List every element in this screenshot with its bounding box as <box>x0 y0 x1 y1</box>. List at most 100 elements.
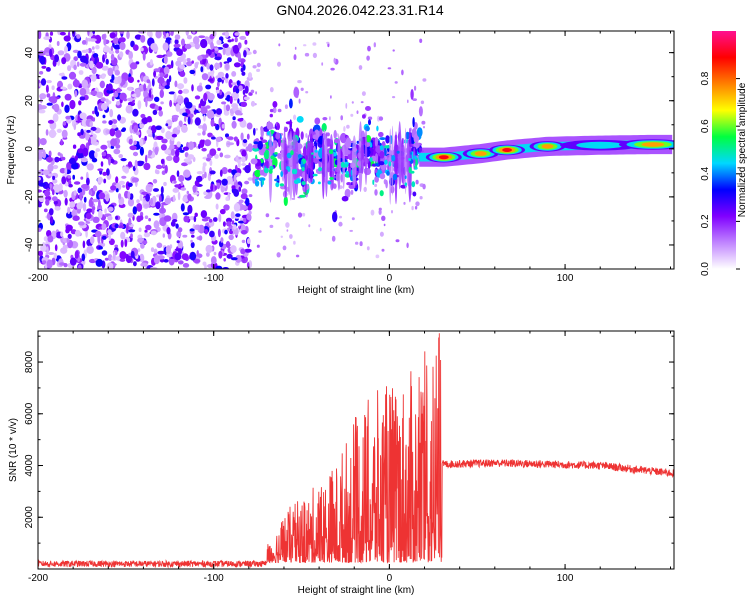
noise-speck <box>205 84 212 90</box>
faint-speck <box>395 239 400 243</box>
faint-speck <box>370 209 375 216</box>
noise-speck <box>173 155 180 164</box>
noise-speck <box>248 92 253 96</box>
noise-speck <box>183 58 187 67</box>
band-blob <box>263 149 270 160</box>
band-spot <box>301 166 305 172</box>
band-spot <box>411 181 416 188</box>
faint-speck <box>414 85 417 91</box>
band-spot <box>409 170 415 174</box>
noise-speck <box>150 247 155 253</box>
noise-speck <box>231 82 238 86</box>
noise-speck <box>231 185 236 190</box>
noise-speck <box>137 248 141 252</box>
noise-speck <box>139 138 144 147</box>
noise-speck <box>202 123 208 133</box>
noise-speck <box>48 129 57 139</box>
noise-speck <box>41 65 47 69</box>
band-blob <box>266 121 274 130</box>
noise-speck <box>174 39 179 45</box>
noise-speck <box>86 129 91 133</box>
faint-speck <box>422 183 426 190</box>
noise-speck <box>155 164 163 170</box>
noise-speck <box>166 227 171 235</box>
noise-speck <box>81 253 86 262</box>
noise-speck <box>246 133 250 140</box>
noise-speck <box>210 119 215 127</box>
faint-speck <box>345 102 348 109</box>
noise-speck <box>197 132 202 136</box>
band-blob <box>293 87 300 98</box>
noise-speck <box>104 208 107 214</box>
noise-speck <box>46 93 51 98</box>
noise-speck <box>211 70 214 79</box>
noise-speck <box>161 214 166 218</box>
noise-speck <box>174 252 182 261</box>
noise-speck <box>204 229 209 235</box>
band-spot <box>408 158 412 161</box>
noise-speck <box>111 74 115 81</box>
band-spot <box>329 177 334 180</box>
noise-speck <box>197 224 200 233</box>
faint-speck <box>349 229 354 232</box>
noise-speck <box>161 170 166 175</box>
noise-speck <box>52 175 56 181</box>
noise-speck <box>214 62 221 70</box>
band-blob <box>272 101 278 108</box>
band-spot <box>279 183 284 187</box>
noise-speck <box>143 83 147 92</box>
noise-speck <box>228 79 233 88</box>
y-tick-label: 4000 <box>24 454 35 477</box>
noise-speck <box>80 128 84 136</box>
noise-speck <box>127 212 134 218</box>
noise-speck <box>221 77 226 81</box>
noise-speck <box>111 124 117 129</box>
noise-speck <box>205 189 211 193</box>
noise-speck <box>185 31 189 36</box>
noise-speck <box>140 113 146 119</box>
noise-speck <box>161 203 164 212</box>
noise-speck <box>182 112 188 117</box>
noise-speck <box>244 180 250 185</box>
noise-speck <box>43 52 51 56</box>
colorbar: 0.0 0.2 0.4 0.6 0.8 Normalized spectral ampl… <box>700 31 748 276</box>
faint-speck <box>419 196 423 200</box>
band-spot <box>386 171 390 176</box>
faint-speck <box>252 49 257 55</box>
noise-speck <box>241 71 246 76</box>
noise-speck <box>158 86 163 90</box>
noise-speck <box>101 223 107 231</box>
noise-speck <box>204 195 212 199</box>
noise-speck <box>218 250 223 259</box>
noise-speck <box>232 104 238 113</box>
band-spot <box>311 152 314 155</box>
noise-speck <box>119 41 126 51</box>
noise-speck <box>192 184 197 193</box>
noise-speck <box>180 187 187 191</box>
noise-speck <box>198 35 206 39</box>
noise-speck <box>225 63 230 71</box>
noise-speck <box>242 89 246 96</box>
noise-speck <box>132 44 139 51</box>
noise-speck <box>214 154 219 159</box>
noise-speck <box>38 203 42 208</box>
noise-speck <box>196 250 199 256</box>
faint-speck <box>305 133 308 138</box>
noise-speck <box>127 191 131 200</box>
noise-speck <box>229 96 233 104</box>
noise-speck <box>242 139 248 144</box>
noise-speck <box>173 92 177 102</box>
band-blob <box>385 179 388 189</box>
noise-speck <box>160 186 164 195</box>
noise-speck <box>221 101 227 105</box>
noise-speck <box>235 254 242 263</box>
noise-speck <box>108 120 113 126</box>
noise-speck <box>69 257 77 266</box>
noise-speck <box>155 125 162 130</box>
noise-speck <box>133 140 137 146</box>
noise-speck <box>182 146 189 151</box>
faint-speck <box>421 120 426 125</box>
noise-speck <box>100 161 104 167</box>
band-blob <box>321 123 327 132</box>
band-spot <box>404 175 407 179</box>
